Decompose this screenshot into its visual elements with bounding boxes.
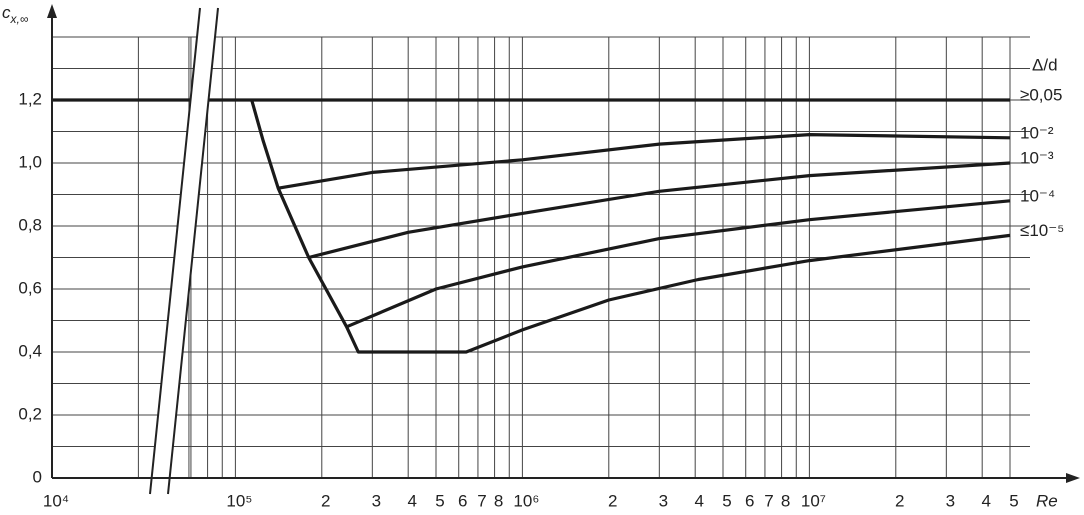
x-tick-label: 2	[895, 491, 904, 510]
x-axis-arrow	[1066, 473, 1080, 483]
x-tick-label: 7	[477, 491, 486, 510]
x-tick-label: 4	[981, 491, 990, 510]
legend-label: 10⁻²	[1020, 123, 1054, 142]
x-tick-label: 10⁷	[801, 491, 826, 510]
data-line	[308, 161, 1011, 260]
x-tick-label: 4	[694, 491, 703, 510]
legend-label: ≤10⁻⁵	[1020, 221, 1064, 240]
data-line	[250, 99, 1011, 354]
legend-title: Δ/d	[1032, 55, 1058, 74]
x-tick-label: 3	[372, 491, 381, 510]
data-line	[277, 133, 1011, 190]
x-tick-label: 6	[458, 491, 467, 510]
x-tick-label: 4	[407, 491, 416, 510]
x-tick-label: 10⁴	[43, 491, 69, 510]
y-tick-label: 0	[33, 467, 42, 486]
x-tick-label: 2	[321, 491, 330, 510]
x-tick-label: 5	[722, 491, 731, 510]
y-tick-label: 1,2	[18, 89, 42, 108]
axis-break-line	[149, 7, 201, 495]
y-tick-label: 0,2	[18, 404, 42, 423]
y-axis-label-main: c	[2, 3, 11, 22]
x-tick-label: 2	[608, 491, 617, 510]
legend-label: 10⁻³	[1020, 148, 1054, 167]
y-tick-label: 0,6	[18, 278, 42, 297]
x-axis-label: Re	[1036, 491, 1058, 510]
axis-break	[150, 8, 218, 494]
y-axis-arrow	[47, 4, 57, 18]
data-line	[345, 199, 1011, 329]
x-tick-label: 10⁶	[513, 491, 539, 510]
x-tick-label: 5	[1009, 491, 1018, 510]
x-tick-label: 8	[494, 491, 503, 510]
x-tick-label: 10⁵	[226, 491, 252, 510]
legend-label: 10⁻⁴	[1020, 186, 1055, 205]
x-tick-label: 7	[764, 491, 773, 510]
y-axis-label: cx,∞	[2, 3, 29, 26]
y-tick-label: 0,4	[18, 341, 42, 360]
legend-label: ≥0,05	[1020, 85, 1062, 104]
axis-break-line	[167, 7, 219, 495]
x-tick-label: 3	[659, 491, 668, 510]
x-tick-label: 6	[745, 491, 754, 510]
x-tick-label: 8	[781, 491, 790, 510]
y-tick-label: 0,8	[18, 215, 42, 234]
x-tick-label: 5	[435, 491, 444, 510]
x-tick-label: 3	[946, 491, 955, 510]
y-axis-label-subscript: x,∞	[10, 12, 29, 26]
y-tick-label: 1,0	[18, 152, 42, 171]
